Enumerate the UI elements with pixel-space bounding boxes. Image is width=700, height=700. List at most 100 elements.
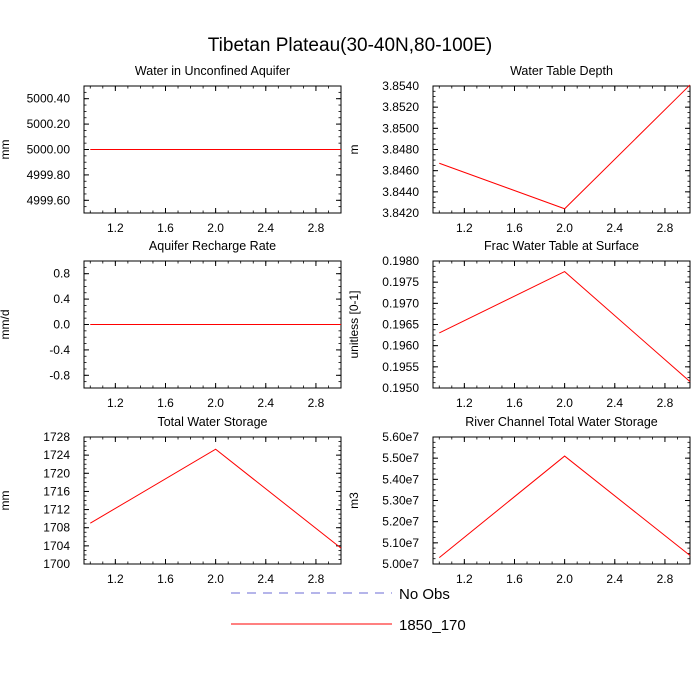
legend: No Obs 1850_170 bbox=[231, 586, 466, 634]
panel-6-y-tick-label: 5.60e7 bbox=[382, 430, 419, 444]
panel-4-frame bbox=[432, 260, 691, 389]
panel-2-y-tick-label: 3.8420 bbox=[382, 206, 419, 220]
panel-3-y-tick-label: 0.4 bbox=[53, 292, 70, 306]
panel-1-y-tick-label: 4999.60 bbox=[27, 193, 71, 207]
panel-5-x-tick-label: 2.8 bbox=[308, 572, 325, 586]
panel-6-title: River Channel Total Water Storage bbox=[465, 415, 658, 429]
panel-1-y-tick-label: 4999.80 bbox=[27, 168, 71, 182]
panel-4-x-tick-label: 2.8 bbox=[657, 396, 674, 410]
panel-3-y-tick-label: 0.0 bbox=[53, 318, 70, 332]
panel-6-y-tick-label: 5.40e7 bbox=[382, 472, 419, 486]
panel-4-x-tick-label: 1.2 bbox=[456, 396, 473, 410]
panel-4-y-tick-label: 0.1975 bbox=[382, 275, 419, 289]
panel-2-y-tick-label: 3.8480 bbox=[382, 143, 419, 157]
panel-6-y-tick-label: 5.50e7 bbox=[382, 451, 419, 465]
panel-1-y-tick-label: 5000.40 bbox=[27, 92, 71, 106]
panel-3-x-tick-label: 2.4 bbox=[257, 396, 274, 410]
panel-3-y-tick-label: 0.8 bbox=[53, 267, 70, 281]
panel-5-y-tick-label: 1724 bbox=[43, 448, 70, 462]
panel-4-y-tick-label: 0.1950 bbox=[382, 381, 419, 395]
panel-3-x-tick-label: 1.2 bbox=[107, 396, 124, 410]
panel-2-title: Water Table Depth bbox=[510, 64, 613, 78]
panel-5-x-tick-label: 1.6 bbox=[157, 572, 174, 586]
panel-5-y-tick-label: 1712 bbox=[43, 503, 70, 517]
panel-5-x-tick-label: 2.4 bbox=[257, 572, 274, 586]
panel-6-y-tick-label: 5.30e7 bbox=[382, 494, 419, 508]
panel-1-x-tick-label: 1.2 bbox=[107, 221, 124, 235]
panel-5-x-tick-label: 2.0 bbox=[207, 572, 224, 586]
panel-1: Water in Unconfined Aquifer mm 1.2 1.6 2.0 2.… bbox=[0, 64, 342, 235]
panel-4-y-tick-label: 0.1970 bbox=[382, 296, 419, 310]
panel-6-x-tick-label: 2.0 bbox=[556, 572, 573, 586]
panel-2-x-tick-label: 2.4 bbox=[606, 221, 623, 235]
panel-6: River Channel Total Water Storage m3 1.2 1.… bbox=[347, 415, 691, 586]
panel-1-x-tick-label: 2.8 bbox=[308, 221, 325, 235]
panel-4-series-line bbox=[439, 270, 691, 383]
panel-3-y-axis-label: mm/d bbox=[0, 310, 12, 340]
panel-5: Total Water Storage mm 1.2 1.6 2.0 2.4 2.8 1700… bbox=[0, 415, 342, 586]
panel-2-y-tick-label: 3.8520 bbox=[382, 100, 419, 114]
panel-3-y-tick-label: -0.8 bbox=[49, 368, 70, 382]
panel-4-y-tick-label: 0.1960 bbox=[382, 339, 419, 353]
panel-5-x-tick-label: 1.2 bbox=[107, 572, 124, 586]
panel-2-x-tick-label: 1.6 bbox=[506, 221, 523, 235]
panel-2-y-axis-label: m bbox=[347, 145, 361, 155]
panel-5-y-tick-label: 1716 bbox=[43, 484, 70, 498]
panel-4-x-tick-label: 1.6 bbox=[506, 396, 523, 410]
panel-6-y-axis-label: m3 bbox=[347, 492, 361, 509]
panel-2-x-tick-label: 2.8 bbox=[657, 221, 674, 235]
panel-1-x-tick-label: 2.4 bbox=[257, 221, 274, 235]
panel-2-x-tick-label: 1.2 bbox=[456, 221, 473, 235]
panel-4-y-tick-label: 0.1965 bbox=[382, 318, 419, 332]
panel-5-y-axis-label: mm bbox=[0, 491, 12, 511]
panel-1-x-tick-label: 2.0 bbox=[207, 221, 224, 235]
panel-5-series-line bbox=[90, 448, 342, 549]
panel-6-y-tick-label: 5.10e7 bbox=[382, 536, 419, 550]
panel-2-y-tick-label: 3.8460 bbox=[382, 164, 419, 178]
panel-5-frame bbox=[83, 436, 342, 565]
panel-5-y-tick-label: 1700 bbox=[43, 557, 70, 571]
panel-6-y-tick-label: 5.20e7 bbox=[382, 515, 419, 529]
legend-label-1850-170: 1850_170 bbox=[399, 617, 466, 634]
panel-1-x-tick-label: 1.6 bbox=[157, 221, 174, 235]
panel-3-x-tick-label: 1.6 bbox=[157, 396, 174, 410]
panel-2-y-tick-label: 3.8500 bbox=[382, 121, 419, 135]
panel-5-y-tick-label: 1728 bbox=[43, 430, 70, 444]
panel-4-y-axis-label: unitless [0-1] bbox=[347, 290, 361, 358]
panel-6-y-tick-label: 5.00e7 bbox=[382, 557, 419, 571]
panel-6-x-tick-label: 2.8 bbox=[657, 572, 674, 586]
panel-2-series-line bbox=[439, 84, 691, 210]
panel-1-y-tick-label: 5000.00 bbox=[27, 143, 71, 157]
panel-3-x-tick-label: 2.8 bbox=[308, 396, 325, 410]
panel-5-title: Total Water Storage bbox=[157, 415, 267, 429]
figure-title: Tibetan Plateau(30-40N,80-100E) bbox=[208, 35, 492, 56]
panel-4-y-tick-label: 0.1980 bbox=[382, 254, 419, 268]
panel-3-x-tick-label: 2.0 bbox=[207, 396, 224, 410]
panel-5-y-tick-label: 1708 bbox=[43, 521, 70, 535]
panel-5-y-tick-label: 1704 bbox=[43, 539, 70, 553]
panel-1-title: Water in Unconfined Aquifer bbox=[135, 64, 290, 78]
panel-1-y-tick-label: 5000.20 bbox=[27, 117, 71, 131]
panel-4-x-tick-label: 2.4 bbox=[606, 396, 623, 410]
panel-1-y-axis-label: mm bbox=[0, 140, 12, 160]
panel-2-y-tick-label: 3.8540 bbox=[382, 79, 419, 93]
panel-4-title: Frac Water Table at Surface bbox=[484, 239, 639, 253]
panel-4-x-tick-label: 2.0 bbox=[556, 396, 573, 410]
panel-6-series-line bbox=[438, 455, 691, 559]
panel-2-x-tick-label: 2.0 bbox=[556, 221, 573, 235]
panel-4: Frac Water Table at Surface unitless [0-1… bbox=[347, 239, 691, 410]
panel-6-frame bbox=[432, 436, 691, 565]
panel-3-y-tick-label: -0.4 bbox=[49, 343, 70, 357]
panel-6-x-tick-label: 2.4 bbox=[606, 572, 623, 586]
panel-2-frame bbox=[432, 85, 691, 214]
panel-5-y-tick-label: 1720 bbox=[43, 466, 70, 480]
panel-6-x-tick-label: 1.6 bbox=[506, 572, 523, 586]
panel-6-x-tick-label: 1.2 bbox=[456, 572, 473, 586]
panel-2: Water Table Depth m 1.2 1.6 2.0 2.4 2.8 3.8420 3… bbox=[347, 64, 691, 235]
panel-3: Aquifer Recharge Rate mm/d 1.2 1.6 2.0 2.4 2.8… bbox=[0, 239, 342, 410]
panel-2-y-tick-label: 3.8440 bbox=[382, 185, 419, 199]
legend-label-no-obs: No Obs bbox=[399, 586, 450, 603]
panel-3-title: Aquifer Recharge Rate bbox=[149, 239, 276, 253]
panel-4-y-tick-label: 0.1955 bbox=[382, 360, 419, 374]
